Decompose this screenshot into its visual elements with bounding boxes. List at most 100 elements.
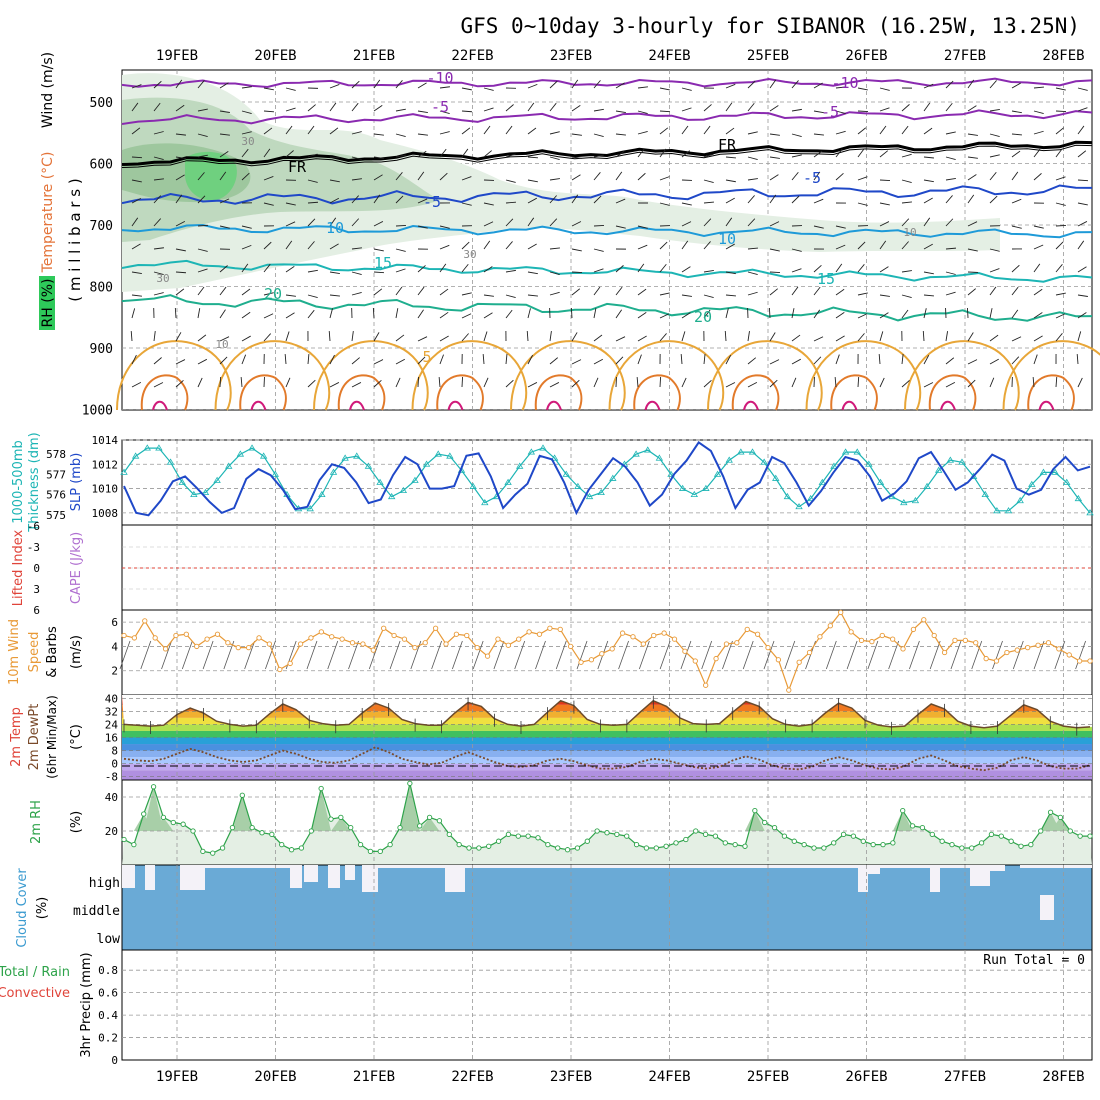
thickness-marker bbox=[1039, 468, 1048, 475]
contour-35 bbox=[940, 400, 956, 411]
wind-barb bbox=[681, 294, 692, 297]
wind10-marker bbox=[952, 637, 958, 644]
wind-barb bbox=[791, 308, 795, 319]
rh-legend-box bbox=[39, 276, 55, 330]
wind10-marker bbox=[453, 631, 460, 637]
wind10-barb bbox=[576, 640, 588, 670]
wind-barb bbox=[527, 243, 537, 250]
rh-marker bbox=[633, 841, 640, 848]
wind-barb bbox=[549, 247, 560, 250]
wind-barb bbox=[681, 240, 689, 250]
wind-barb bbox=[307, 294, 318, 299]
cloud-gap bbox=[145, 865, 155, 890]
wind-barb bbox=[1033, 148, 1041, 158]
thickness-marker bbox=[422, 460, 431, 467]
wind-barb bbox=[637, 172, 646, 181]
wind-barb bbox=[197, 334, 207, 342]
contour-label: 10 bbox=[326, 219, 344, 237]
wind-barb bbox=[241, 335, 251, 342]
contour-25 bbox=[805, 340, 922, 411]
wind-barb bbox=[263, 292, 274, 296]
wind-barb bbox=[549, 331, 552, 342]
wind-barb bbox=[681, 331, 686, 342]
wind-barb bbox=[615, 356, 624, 365]
contour-15 bbox=[121, 259, 1093, 283]
wind-barb bbox=[527, 179, 538, 183]
day-label-bottom: 27FEB bbox=[944, 1069, 986, 1085]
rh-peak-fill bbox=[1050, 817, 1071, 831]
wind10-marker bbox=[1025, 644, 1031, 651]
wind10-marker bbox=[318, 629, 325, 635]
wind-barb bbox=[989, 286, 997, 296]
thickness-marker bbox=[806, 494, 815, 502]
wind-barb bbox=[329, 127, 339, 135]
wind10-marker bbox=[297, 641, 304, 647]
rh-marker bbox=[890, 840, 896, 846]
wind-barb bbox=[461, 202, 472, 206]
wind-barb bbox=[505, 218, 514, 227]
wind-barb bbox=[395, 154, 406, 158]
rh-area bbox=[122, 783, 1092, 865]
rh-fill-wet bbox=[185, 151, 237, 201]
cape-tick-label: 3 bbox=[33, 583, 40, 596]
wind-barb bbox=[901, 153, 912, 158]
wind-barb bbox=[1011, 309, 1019, 319]
rh-marker bbox=[417, 823, 423, 829]
wind-barb bbox=[989, 358, 999, 365]
rh-peak-fill bbox=[232, 795, 253, 831]
wind10-marker bbox=[266, 641, 273, 647]
wind-barb bbox=[351, 247, 362, 250]
contour-label: 10 bbox=[215, 338, 228, 351]
wind-barb bbox=[1055, 148, 1063, 158]
ylabel-rh2m-units: (%) bbox=[69, 811, 84, 834]
wind-barb bbox=[747, 102, 755, 112]
cloud-gaps bbox=[122, 865, 1092, 920]
wind10-marker bbox=[786, 687, 792, 693]
precip-grid bbox=[122, 950, 1092, 1060]
wind10-marker bbox=[983, 655, 989, 662]
wind-barb bbox=[197, 80, 205, 89]
wind-barb bbox=[571, 288, 581, 296]
wind-barb bbox=[571, 248, 582, 252]
wind10-marker bbox=[121, 632, 127, 639]
wind-barb bbox=[923, 217, 931, 227]
thickness-marker bbox=[236, 450, 245, 457]
thickness-marker bbox=[748, 448, 757, 455]
wind-barb bbox=[395, 308, 399, 319]
wind10-marker bbox=[931, 632, 937, 639]
wind-barb bbox=[505, 104, 514, 112]
wind10-marker bbox=[547, 625, 553, 631]
cloud-level-low: low bbox=[97, 932, 121, 947]
wind-barb bbox=[835, 172, 844, 181]
day-label-top: 23FEB bbox=[550, 48, 592, 64]
wind-barb bbox=[549, 218, 558, 227]
wind-barb bbox=[945, 218, 954, 227]
wind10-marker bbox=[692, 658, 698, 664]
contour-30 bbox=[239, 374, 287, 411]
ylabel-cape: CAPE (J/kg) bbox=[69, 532, 84, 604]
wind10-marker bbox=[370, 647, 376, 653]
rh-ticks: 40 20 bbox=[105, 791, 118, 838]
wind-barb bbox=[329, 294, 340, 297]
wind-barb bbox=[1032, 376, 1035, 388]
wind-barb bbox=[241, 354, 247, 365]
day-label-bottom: 25FEB bbox=[747, 1069, 789, 1085]
precip-tick-label: 0.8 bbox=[98, 964, 118, 977]
rh-marker bbox=[269, 831, 275, 838]
pressure-tick-label: 600 bbox=[90, 158, 113, 173]
wind-barb bbox=[571, 194, 579, 204]
wind-barb bbox=[945, 357, 955, 365]
rh-marker bbox=[170, 819, 176, 826]
wind-barb bbox=[857, 127, 867, 135]
wind10-marker bbox=[661, 630, 667, 636]
wind10-marker bbox=[1076, 658, 1083, 664]
wind-barb bbox=[725, 127, 735, 135]
wind-barb bbox=[307, 218, 316, 227]
wind-barb bbox=[571, 379, 580, 388]
contour-35 bbox=[152, 400, 168, 411]
rh-marker bbox=[397, 824, 403, 831]
wind-barb bbox=[153, 195, 162, 204]
wind-barb bbox=[373, 133, 384, 136]
contour-25 bbox=[116, 340, 232, 411]
